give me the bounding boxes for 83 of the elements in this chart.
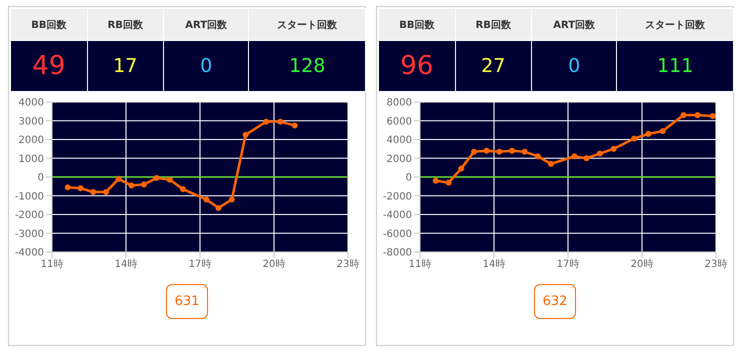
x-tick-label: 20時 (262, 258, 286, 270)
y-tick-label: 3000 (18, 116, 44, 128)
point (64, 184, 71, 190)
x-tick-label: 14時 (482, 258, 506, 270)
y-tick-label: -8000 (382, 248, 412, 259)
point (596, 150, 603, 157)
point (610, 146, 617, 152)
x-tick-label: 11時 (40, 258, 64, 270)
point (571, 153, 578, 160)
point (680, 112, 686, 118)
point (78, 185, 84, 192)
category-label: ART回数 (163, 8, 249, 40)
point (432, 178, 439, 184)
text: 631 (166, 284, 208, 319)
point (216, 204, 222, 211)
point (631, 136, 638, 142)
data-label: 17 (87, 40, 164, 92)
point (446, 180, 452, 186)
point (116, 176, 122, 182)
x-tick-label: 17時 (188, 258, 212, 270)
category-label: スタート回数 (248, 8, 366, 40)
x-tick-label: 23時 (704, 258, 728, 270)
category-label: RB回数 (455, 8, 532, 40)
y-tick-label: -2000 (382, 191, 412, 202)
y-tick-label: 6000 (386, 116, 412, 128)
y-tick-label: 0 (406, 172, 412, 184)
point (458, 166, 464, 172)
x-tick-label: 20時 (630, 258, 654, 270)
point (292, 122, 298, 128)
point (154, 174, 160, 181)
category-label: BB回数 (378, 8, 456, 40)
data-label: 96 (378, 40, 456, 92)
data-label: 128 (248, 40, 366, 92)
point (128, 182, 134, 188)
y-tick-label: -3000 (14, 228, 44, 240)
point (166, 176, 173, 183)
point (90, 189, 96, 195)
y-tick-label: -4000 (14, 248, 44, 259)
y-tick-label: 1000 (18, 154, 44, 165)
data-label: 49 (10, 40, 88, 92)
point (496, 148, 502, 155)
category-label: BB回数 (10, 8, 88, 40)
text: 632 (534, 284, 576, 319)
y-tick-label: -2000 (14, 210, 44, 222)
point (484, 148, 490, 154)
x-tick-label: 17時 (556, 258, 580, 270)
data-label: 111 (616, 40, 734, 92)
point (180, 186, 186, 192)
point (584, 155, 590, 162)
data-label: 0 (531, 40, 617, 92)
data-label: 0 (163, 40, 249, 92)
y-tick-label: -6000 (382, 228, 412, 240)
y-tick-label: 2000 (386, 154, 412, 165)
category-label: ART回数 (531, 8, 617, 40)
point (263, 118, 270, 125)
category-label: RB回数 (87, 8, 164, 40)
y-tick-label: -1000 (14, 191, 44, 202)
point (103, 189, 110, 195)
point (645, 130, 652, 137)
point (548, 160, 554, 167)
y-tick-label: 8000 (386, 98, 412, 109)
y-tick-label: 4000 (18, 98, 44, 109)
point (471, 148, 478, 155)
point (242, 132, 249, 138)
point (522, 148, 528, 155)
point (534, 153, 541, 160)
point (660, 128, 666, 134)
point (509, 148, 516, 154)
point (277, 118, 284, 125)
x-tick-label: 14時 (114, 258, 138, 270)
point (710, 113, 716, 120)
x-tick-label: 11時 (408, 258, 432, 270)
x-tick-label: 23時 (336, 258, 360, 270)
y-tick-label: -4000 (382, 210, 412, 222)
point (203, 196, 210, 202)
y-tick-label: 2000 (18, 135, 44, 146)
data-label: 27 (455, 40, 532, 92)
point (141, 182, 148, 188)
category-label: スタート回数 (616, 8, 734, 40)
y-tick-label: 0 (38, 172, 44, 184)
y-tick-label: 4000 (386, 135, 412, 146)
point (228, 196, 235, 202)
point (694, 112, 700, 118)
